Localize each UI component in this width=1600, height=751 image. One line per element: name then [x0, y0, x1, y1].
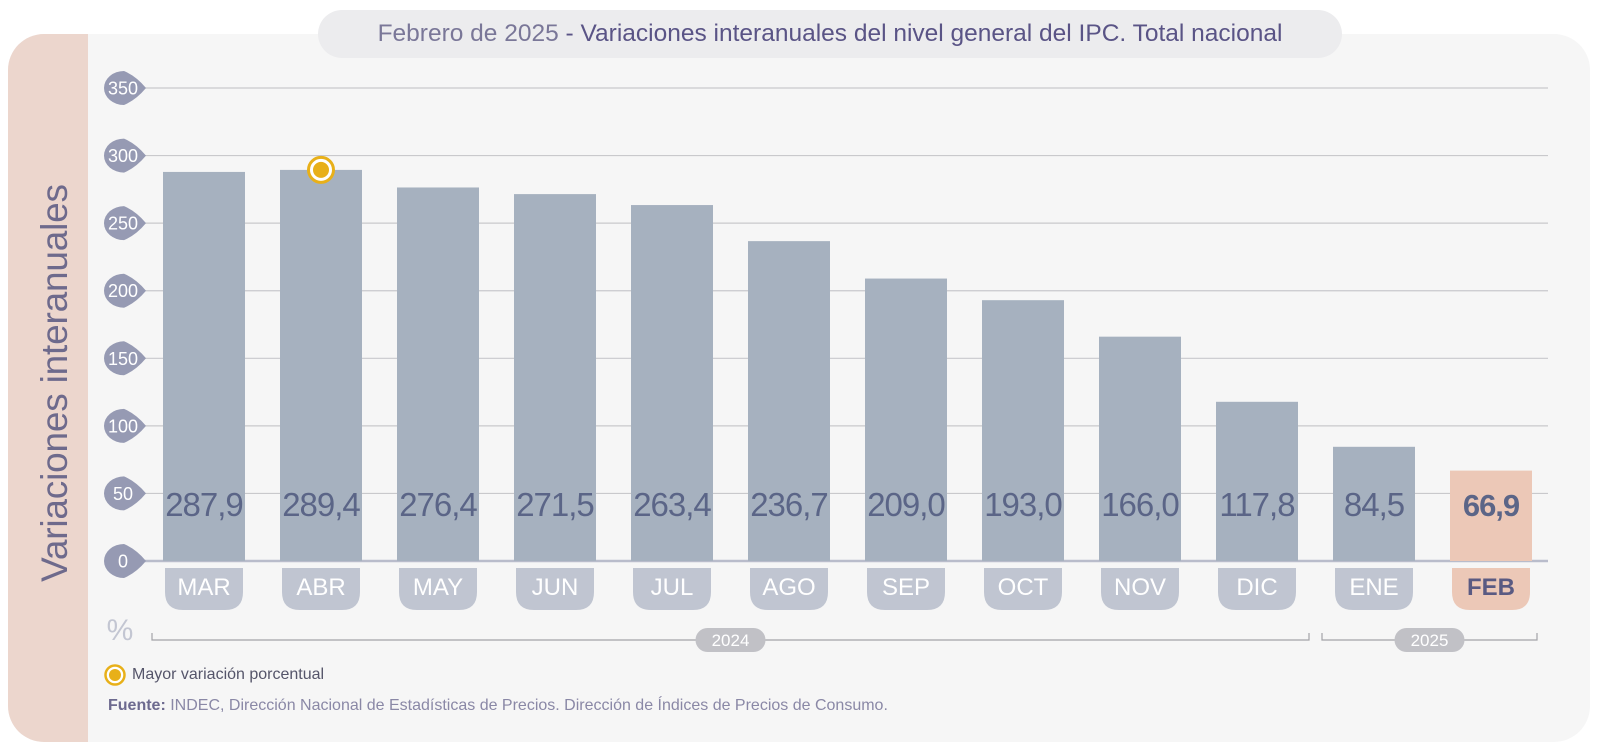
y-tick-label: 250: [108, 214, 138, 234]
legend-label: Mayor variación porcentual: [132, 666, 325, 683]
x-tick-label: ABR: [296, 574, 345, 601]
y-tick-label: 150: [108, 349, 138, 369]
y-tick-badge: [104, 476, 146, 511]
y-tick-badge: [104, 341, 146, 376]
bar: [397, 187, 479, 562]
y-tick-label: 300: [108, 146, 138, 166]
data-label: 287,9: [165, 486, 243, 523]
data-label: 66,9: [1463, 488, 1520, 523]
x-tick-label: NOV: [1114, 574, 1166, 601]
y-tick-label: 0: [118, 552, 128, 572]
x-tick-label: MAR: [177, 574, 230, 601]
month-pill: [516, 568, 594, 610]
x-tick-label: MAY: [413, 574, 463, 601]
data-label: 209,0: [867, 486, 945, 523]
y-tick-badge: [104, 206, 146, 241]
x-tick-label: FEB: [1467, 574, 1515, 601]
title-main: Variaciones interanuales del nivel gener…: [580, 20, 1283, 47]
source-label: Fuente:: [108, 697, 166, 714]
x-tick-label: OCT: [998, 574, 1049, 601]
bar: [1333, 446, 1415, 561]
x-tick-label: AGO: [762, 574, 815, 601]
data-label: 271,5: [516, 486, 594, 523]
unit-percent-symbol: %: [107, 614, 134, 647]
bar: [1099, 336, 1181, 561]
data-label: 193,0: [984, 486, 1062, 523]
year-label: 2024: [712, 631, 750, 650]
y-tick-badge: [104, 138, 146, 173]
month-pill: [984, 568, 1062, 610]
month-pill: [1452, 568, 1530, 610]
y-tick-badge: [104, 273, 146, 308]
month-pill: [1335, 568, 1413, 610]
side-band: [8, 34, 88, 742]
bar: [982, 300, 1064, 561]
y-tick-label: 350: [108, 79, 138, 99]
max-variation-marker-icon: [104, 664, 126, 686]
bar: [631, 205, 713, 561]
month-pill: [1101, 568, 1179, 610]
month-pill: [633, 568, 711, 610]
y-tick-label: 50: [113, 484, 133, 504]
bar: [865, 278, 947, 561]
data-label: 276,4: [399, 486, 477, 523]
source-note: Fuente: INDEC, Dirección Nacional de Est…: [108, 697, 888, 715]
y-tick-badge: [104, 544, 146, 578]
title-date: Febrero de 2025: [377, 20, 559, 47]
y-tick-label: 100: [108, 416, 138, 436]
month-pill: [399, 568, 477, 610]
month-pill: [282, 568, 360, 610]
title-separator: -: [558, 20, 581, 47]
month-pill: [867, 568, 945, 610]
bar: [1216, 401, 1298, 561]
max-variation-marker-dot: [313, 161, 329, 178]
year-badge: [1394, 628, 1465, 652]
year-badge: [695, 628, 766, 652]
y-tick-badge: [104, 408, 146, 443]
bar: [1450, 470, 1532, 561]
data-label: 236,7: [750, 486, 828, 523]
bar: [748, 241, 830, 561]
x-tick-label: JUL: [651, 574, 694, 601]
month-pill: [1218, 568, 1296, 610]
chart-title: Febrero de 2025 - Variaciones interanual…: [318, 10, 1342, 58]
data-label: 166,0: [1101, 486, 1179, 523]
x-tick-label: JUN: [532, 574, 579, 601]
data-label: 117,8: [1219, 486, 1294, 523]
bar: [163, 171, 245, 561]
month-pill: [750, 568, 828, 610]
data-label: 84,5: [1344, 486, 1404, 523]
year-label: 2025: [1411, 631, 1449, 650]
x-tick-label: SEP: [882, 574, 930, 601]
legend: Mayor variación porcentual: [104, 664, 324, 686]
data-label: 289,4: [282, 486, 360, 523]
bar: [514, 194, 596, 561]
bar: [280, 169, 362, 561]
y-tick-label: 200: [108, 281, 138, 301]
source-text: INDEC, Dirección Nacional de Estadística…: [170, 697, 888, 714]
month-pill: [165, 568, 243, 610]
x-tick-label: ENE: [1349, 574, 1398, 601]
x-tick-label: DIC: [1236, 574, 1277, 601]
y-tick-badge: [104, 71, 146, 106]
data-label: 263,4: [633, 486, 711, 523]
